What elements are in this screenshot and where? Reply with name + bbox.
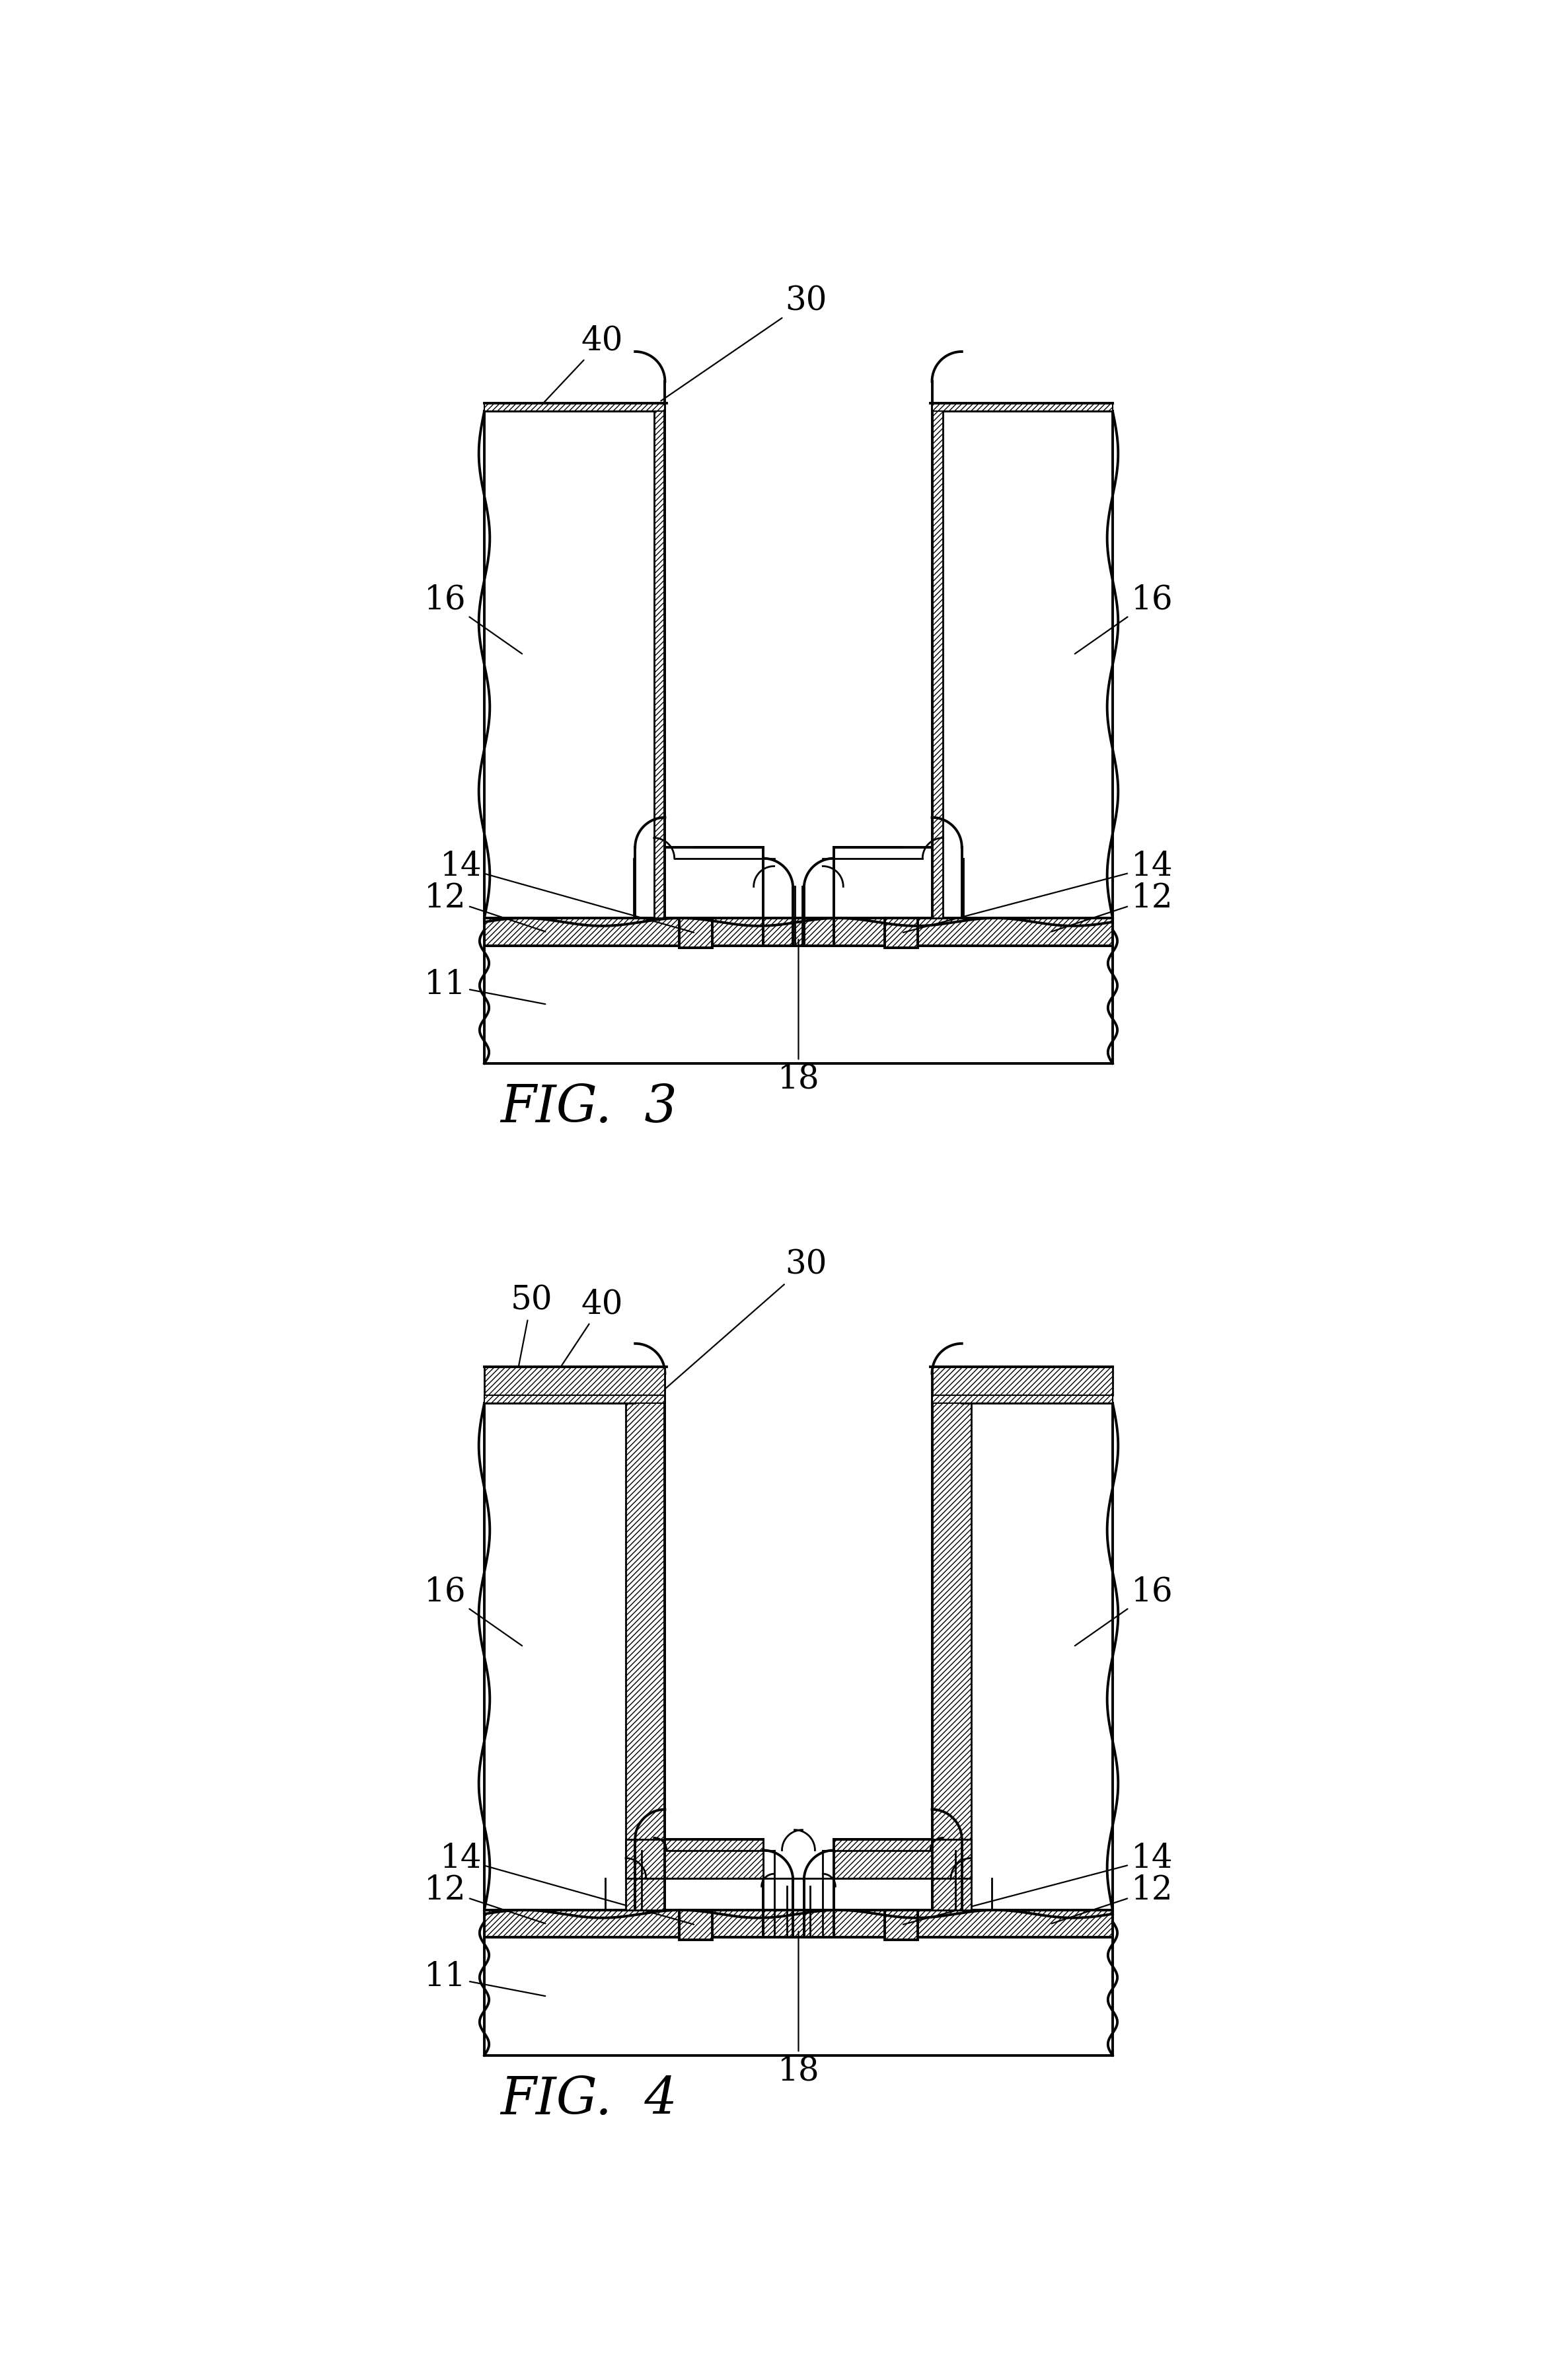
Bar [932, 1404, 1112, 1911]
Bar [485, 1395, 665, 1404]
Bar [932, 405, 1112, 412]
Bar [834, 1840, 932, 1911]
Text: 16: 16 [424, 583, 522, 654]
Bar [932, 412, 1112, 919]
Text: 14: 14 [904, 850, 1173, 933]
Bar [932, 1366, 1112, 1395]
Bar [485, 919, 1112, 945]
Bar [763, 1911, 834, 1937]
Bar [654, 405, 665, 919]
Bar [665, 1840, 763, 1911]
Text: 16: 16 [1075, 583, 1173, 654]
Bar [485, 1911, 1112, 1937]
Text: 30: 30 [661, 286, 827, 400]
Text: 12: 12 [1052, 883, 1173, 931]
Bar [932, 1395, 1112, 1404]
Bar [679, 919, 712, 947]
Text: 11: 11 [424, 1961, 545, 1997]
Bar [932, 1395, 971, 1911]
Text: 14: 14 [439, 850, 693, 933]
Bar [626, 1840, 763, 1878]
Bar [834, 1840, 971, 1878]
Text: 16: 16 [1075, 1576, 1173, 1645]
Bar [485, 1404, 665, 1911]
Bar [485, 405, 665, 412]
Bar [932, 405, 943, 919]
Text: 14: 14 [904, 1842, 1173, 1925]
Text: 18: 18 [777, 1933, 820, 2087]
Bar [834, 847, 932, 919]
Bar [763, 919, 834, 945]
Text: 11: 11 [424, 969, 545, 1004]
Bar [885, 1911, 918, 1940]
Bar [665, 847, 763, 919]
Bar [626, 1395, 665, 1911]
Text: 12: 12 [424, 883, 545, 931]
Text: FIG.  4: FIG. 4 [500, 2075, 678, 2125]
Text: 40: 40 [541, 324, 623, 407]
Text: 12: 12 [1052, 1873, 1173, 1923]
Text: 16: 16 [424, 1576, 522, 1645]
Bar [679, 1911, 712, 1940]
Text: 40: 40 [541, 1288, 623, 1397]
Bar [485, 1366, 665, 1395]
Bar [485, 1937, 1112, 2056]
Text: 12: 12 [424, 1873, 545, 1923]
Text: 18: 18 [777, 940, 820, 1095]
Text: 30: 30 [661, 1250, 827, 1392]
Text: FIG.  3: FIG. 3 [500, 1083, 678, 1133]
Text: 50: 50 [511, 1283, 553, 1380]
Bar [485, 945, 1112, 1064]
Bar [485, 412, 665, 919]
Text: 14: 14 [439, 1842, 693, 1925]
Bar [885, 919, 918, 947]
